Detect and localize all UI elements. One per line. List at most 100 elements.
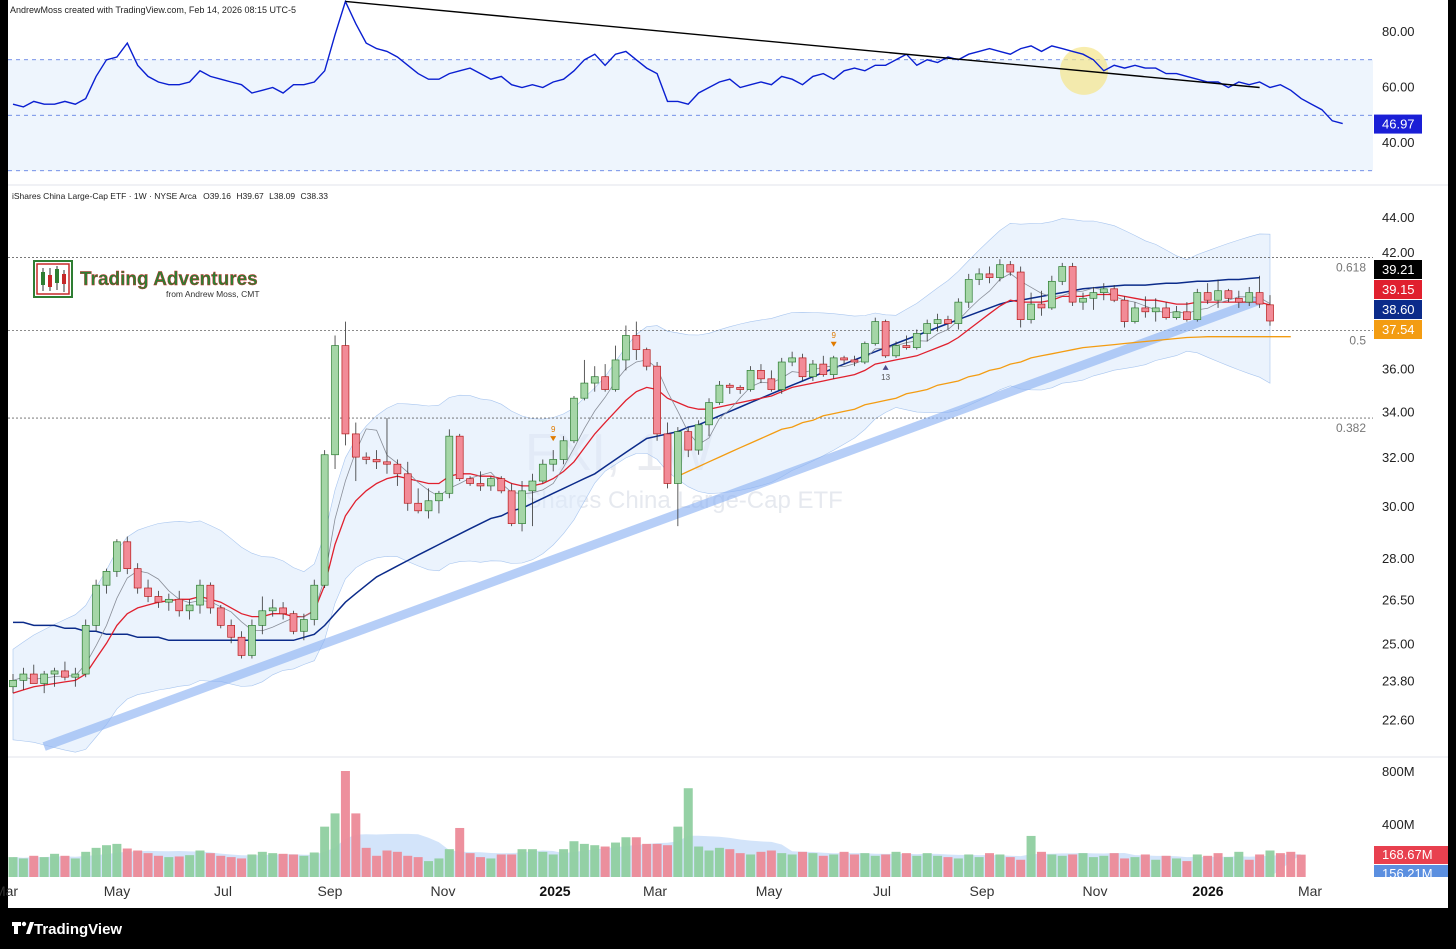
candle-body xyxy=(871,321,880,344)
time-axis-label: Sep xyxy=(318,883,343,899)
volume-bar xyxy=(1161,855,1171,877)
price-tick-label: 42.00 xyxy=(1382,245,1415,260)
candle-body xyxy=(144,587,152,597)
volume-tick-label: 400M xyxy=(1382,817,1415,832)
candle-body xyxy=(351,433,360,458)
candle-body xyxy=(206,584,215,609)
td-count-label: 13 xyxy=(881,373,890,382)
candle-body xyxy=(538,463,547,482)
time-axis-label: 2025 xyxy=(539,883,570,899)
volume-bar xyxy=(527,849,537,877)
candle-body xyxy=(944,319,952,324)
header-text: AndrewMoss created with TradingView.com,… xyxy=(10,5,296,15)
volume-bar xyxy=(808,853,818,877)
volume-bar xyxy=(465,853,475,877)
volume-bar xyxy=(746,854,756,877)
fib-level-label: 0.5 xyxy=(1349,333,1366,347)
volume-bar xyxy=(943,857,953,877)
price-label: 39.15 xyxy=(1382,282,1415,297)
candle-body xyxy=(767,378,776,390)
candle-body xyxy=(725,384,734,388)
candle-body xyxy=(154,596,163,603)
candle-body xyxy=(705,402,713,426)
candle-body xyxy=(372,459,381,463)
price-label: 37.54 xyxy=(1382,322,1415,337)
time-axis-label: Jul xyxy=(214,883,232,899)
price-label-bg xyxy=(1374,280,1422,299)
price-tick-label: 32.00 xyxy=(1382,450,1415,465)
volume-bar xyxy=(1047,854,1057,877)
candle-body xyxy=(1027,303,1035,320)
volume-bar xyxy=(278,853,288,877)
symbol-legend-text: iShares China Large-Cap ETF · 1W · NYSE … xyxy=(12,191,197,201)
candle-body xyxy=(1120,299,1129,322)
price-tick-label: 44.00 xyxy=(1382,210,1415,225)
volume-bar xyxy=(1005,857,1015,877)
volume-bar xyxy=(725,849,735,877)
candle-body xyxy=(445,435,454,494)
volume-bar xyxy=(985,853,995,877)
candle-body xyxy=(393,463,402,475)
candle-body xyxy=(1141,307,1150,313)
ohlc-low: L38.09 xyxy=(269,191,295,201)
price-label-bg xyxy=(1374,320,1422,339)
tradingview-brand[interactable]: TradingView xyxy=(12,921,122,938)
price-tick-label: 36.00 xyxy=(1382,361,1415,376)
volume-bar xyxy=(953,858,963,877)
volume-bar xyxy=(424,861,434,877)
volume-bar xyxy=(590,845,600,877)
volume-bar xyxy=(496,854,506,877)
volume-bar xyxy=(268,853,278,877)
time-axis-label: Mar xyxy=(1298,883,1322,899)
volume-label: 168.67M xyxy=(1382,847,1433,862)
candle-body xyxy=(216,607,225,626)
candle-body xyxy=(331,345,339,456)
volume-bar xyxy=(112,843,122,877)
tradingview-label: TradingView xyxy=(34,921,122,938)
time-axis-label: Mar xyxy=(0,883,18,899)
fib-level-label: 0.382 xyxy=(1336,421,1366,435)
candle-body xyxy=(92,584,100,626)
td-count-label: 9 xyxy=(551,425,556,434)
time-axis-label: Sep xyxy=(970,883,995,899)
candle-body xyxy=(829,357,838,375)
candle-body xyxy=(1151,307,1160,313)
volume-bar xyxy=(164,857,174,877)
volume-bar xyxy=(818,855,828,877)
candle-body xyxy=(1006,264,1015,273)
volume-bar xyxy=(205,853,215,877)
ema-red-line xyxy=(12,293,1271,694)
candle-body xyxy=(61,670,69,678)
candle-body xyxy=(570,397,578,442)
candle-body xyxy=(289,613,298,632)
volume-bar xyxy=(1016,859,1026,877)
volume-bar xyxy=(507,854,517,877)
support-channel xyxy=(42,295,1262,751)
volume-bar xyxy=(29,855,39,877)
volume-bar xyxy=(548,854,558,877)
candle-body xyxy=(985,273,994,278)
volume-bar xyxy=(1286,851,1296,877)
candle-body xyxy=(757,370,765,380)
candle-body xyxy=(414,502,422,512)
candle-body xyxy=(788,357,796,363)
time-axis-background xyxy=(8,877,1448,908)
volume-bar xyxy=(881,854,891,877)
volume-bar xyxy=(631,837,641,877)
candle-body xyxy=(996,264,1004,278)
candle-body xyxy=(923,323,932,334)
ohlc-high: H39.67 xyxy=(236,191,264,201)
rsi-tick-label: 60.00 xyxy=(1382,80,1415,95)
volume-bar xyxy=(226,857,236,877)
volume-bar xyxy=(174,856,184,877)
td-count-label: 9 xyxy=(831,331,836,340)
volume-bar xyxy=(673,826,683,877)
volume-bar xyxy=(81,851,91,877)
candle-body xyxy=(715,384,724,403)
candle-body xyxy=(1255,292,1264,305)
candle-body xyxy=(1068,266,1077,303)
rsi-tick-label: 80.00 xyxy=(1382,24,1415,39)
rsi-tick-label: 40.00 xyxy=(1382,135,1415,150)
price-label-bg xyxy=(1374,300,1422,319)
